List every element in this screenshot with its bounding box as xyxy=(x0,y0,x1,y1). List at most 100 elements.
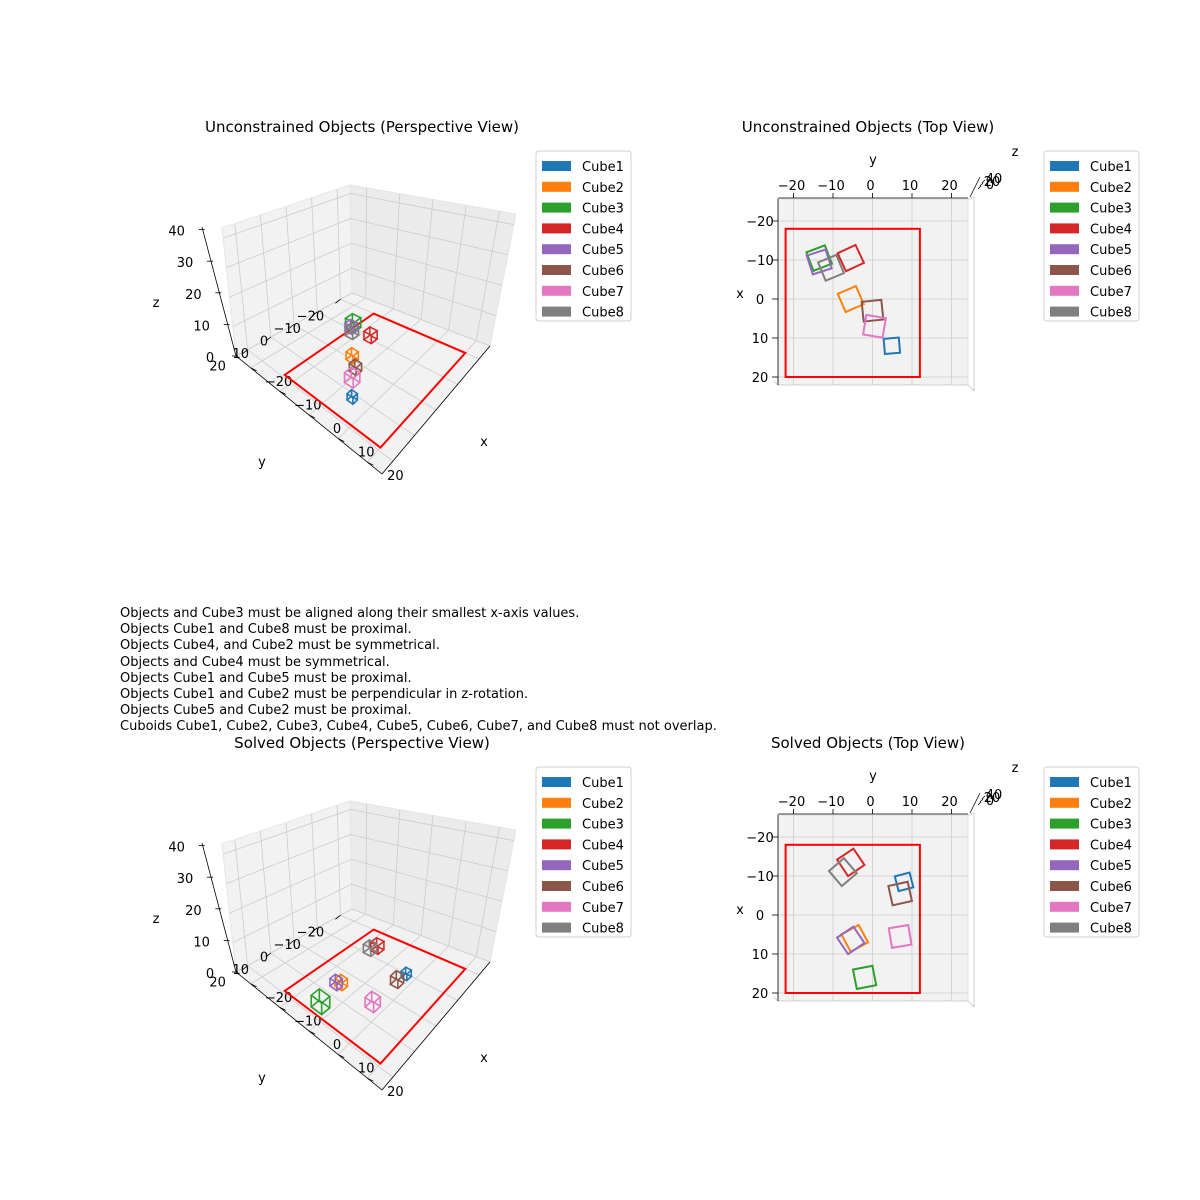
grid-line xyxy=(285,822,295,941)
panel-title: Unconstrained Objects (Top View) xyxy=(742,118,994,136)
pane-edge xyxy=(773,996,975,1008)
constraints-text: Objects and Cube3 must be aligned along … xyxy=(120,606,717,736)
cube-cube6 xyxy=(887,880,914,907)
x-tick xyxy=(279,391,286,395)
grid-line xyxy=(234,839,248,966)
legend-label-cube5: Cube5 xyxy=(582,243,624,258)
z-tick-label: 20 xyxy=(984,175,1001,190)
x-axis-label: x xyxy=(480,435,488,450)
grid-line xyxy=(229,242,503,298)
z-tick-label: 20 xyxy=(984,791,1001,806)
cube-cube8 xyxy=(343,322,361,341)
x-tick-label: 0 xyxy=(333,1038,341,1053)
y-tick-label: 0 xyxy=(866,795,874,810)
x-tick xyxy=(367,1077,374,1082)
boundary-rectangle xyxy=(784,843,921,994)
legend-label-cube3: Cube3 xyxy=(582,202,624,217)
cube-cube7 xyxy=(887,923,913,949)
x-tick-label: 10 xyxy=(358,446,375,461)
legend-label-cube7: Cube7 xyxy=(582,901,624,916)
z-tick xyxy=(977,801,982,806)
cube-cube2 xyxy=(836,284,866,314)
y-tick xyxy=(288,324,295,329)
cube-bottom xyxy=(328,980,344,992)
grid-line xyxy=(311,197,318,312)
cube-cube5 xyxy=(328,973,344,992)
panel-title: Solved Objects (Perspective View) xyxy=(234,734,490,752)
legend-label-cube3: Cube3 xyxy=(582,818,624,833)
cube-bottom xyxy=(362,334,379,345)
z-tick xyxy=(981,795,986,800)
panel-unconstrained-perspective: 010203040z−20−1001020y−20−1001020xUncons… xyxy=(153,118,632,484)
y-axis-label: y xyxy=(869,769,877,784)
constraint-line: Objects Cube4, and Cube2 must be symmetr… xyxy=(120,638,440,654)
cube-cube4 xyxy=(836,243,866,273)
y-tick-label: −20 xyxy=(297,309,324,324)
y-tick-label: 20 xyxy=(209,976,226,991)
cube-cube8 xyxy=(827,856,859,888)
cube-cube4 xyxy=(835,847,866,878)
legend-label-cube8: Cube8 xyxy=(1090,306,1132,321)
legend-label-cube7: Cube7 xyxy=(1090,901,1132,916)
grid-line xyxy=(270,336,415,436)
grid-line xyxy=(232,883,497,943)
legend-swatch-cube5 xyxy=(1050,244,1079,255)
grid-line xyxy=(293,324,437,411)
legend-swatch-cube7 xyxy=(1050,901,1079,912)
z-tick-label: 0 xyxy=(206,967,214,982)
z-tick xyxy=(977,185,982,190)
y-tick xyxy=(242,349,248,355)
legend-box xyxy=(1043,766,1140,938)
grid-line xyxy=(285,206,295,325)
y-tick-label: 20 xyxy=(941,179,958,194)
grid-line xyxy=(222,193,514,239)
legend-swatch-cube7 xyxy=(1050,285,1079,296)
grid-line xyxy=(232,267,497,327)
legend-label-cube2: Cube2 xyxy=(1090,181,1132,196)
top-pane xyxy=(777,198,969,386)
cube-cube5 xyxy=(835,925,866,956)
cube-cube1 xyxy=(882,336,902,356)
y-tick-label: −10 xyxy=(273,938,300,953)
legend-swatch-cube5 xyxy=(1050,860,1079,871)
legend-swatch-cube8 xyxy=(1050,922,1079,933)
legend-label-cube6: Cube6 xyxy=(1090,264,1132,279)
cube-cube8 xyxy=(361,938,379,958)
panel-title: Solved Objects (Top View) xyxy=(771,734,965,752)
grid-line xyxy=(336,189,341,300)
x-tick xyxy=(367,461,374,466)
cube-bottom xyxy=(344,354,360,365)
legend-swatch-cube1 xyxy=(1050,777,1079,787)
grid-line xyxy=(260,215,272,338)
legend-swatch-cube3 xyxy=(1050,818,1079,829)
y-axis-label: y xyxy=(869,153,877,168)
y-tick xyxy=(242,965,248,971)
legend-label-cube8: Cube8 xyxy=(582,306,624,321)
z-axis-line xyxy=(201,842,237,973)
x-tick-label: −20 xyxy=(265,991,292,1006)
legend-label-cube2: Cube2 xyxy=(582,181,624,196)
x-axis-label: x xyxy=(480,1051,488,1066)
cube-cube6 xyxy=(389,969,405,990)
legend-label-cube5: Cube5 xyxy=(582,859,624,874)
constraint-line: Objects Cube1 and Cube2 must be perpendi… xyxy=(120,687,529,703)
legend-swatch-cube8 xyxy=(542,922,571,933)
constraint-line: Objects and Cube4 must be symmetrical. xyxy=(120,654,390,670)
y-tick-label: 0 xyxy=(866,179,874,194)
y-tick-label: −10 xyxy=(817,795,844,810)
grid-line xyxy=(420,199,434,320)
x-tick-label: −10 xyxy=(294,398,321,413)
grid-line xyxy=(448,205,467,331)
legend-swatch-cube5 xyxy=(542,860,571,871)
legend-label-cube8: Cube8 xyxy=(582,922,624,937)
z-tick-label: 30 xyxy=(177,256,194,271)
x-tick-label: 20 xyxy=(387,1085,404,1100)
grid-line xyxy=(235,908,491,973)
cube-top xyxy=(344,346,360,358)
constraint-line: Objects and Cube3 must be aligned along … xyxy=(120,606,580,621)
x-tick xyxy=(250,983,257,988)
legend-label-cube5: Cube5 xyxy=(1090,243,1132,258)
legend-label-cube1: Cube1 xyxy=(582,776,624,791)
cube-cube6 xyxy=(860,298,885,323)
